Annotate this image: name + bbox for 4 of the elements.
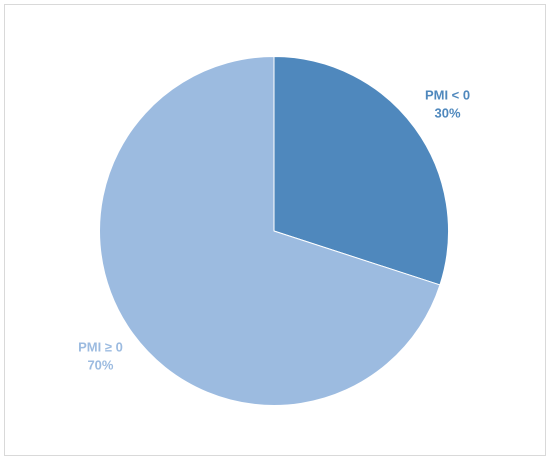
data-label: 30% xyxy=(434,106,461,120)
data-label: 70% xyxy=(87,358,114,373)
slice-label: PMI ≥ 0 xyxy=(78,340,123,355)
slice-label: PMI < 0 xyxy=(424,88,470,102)
